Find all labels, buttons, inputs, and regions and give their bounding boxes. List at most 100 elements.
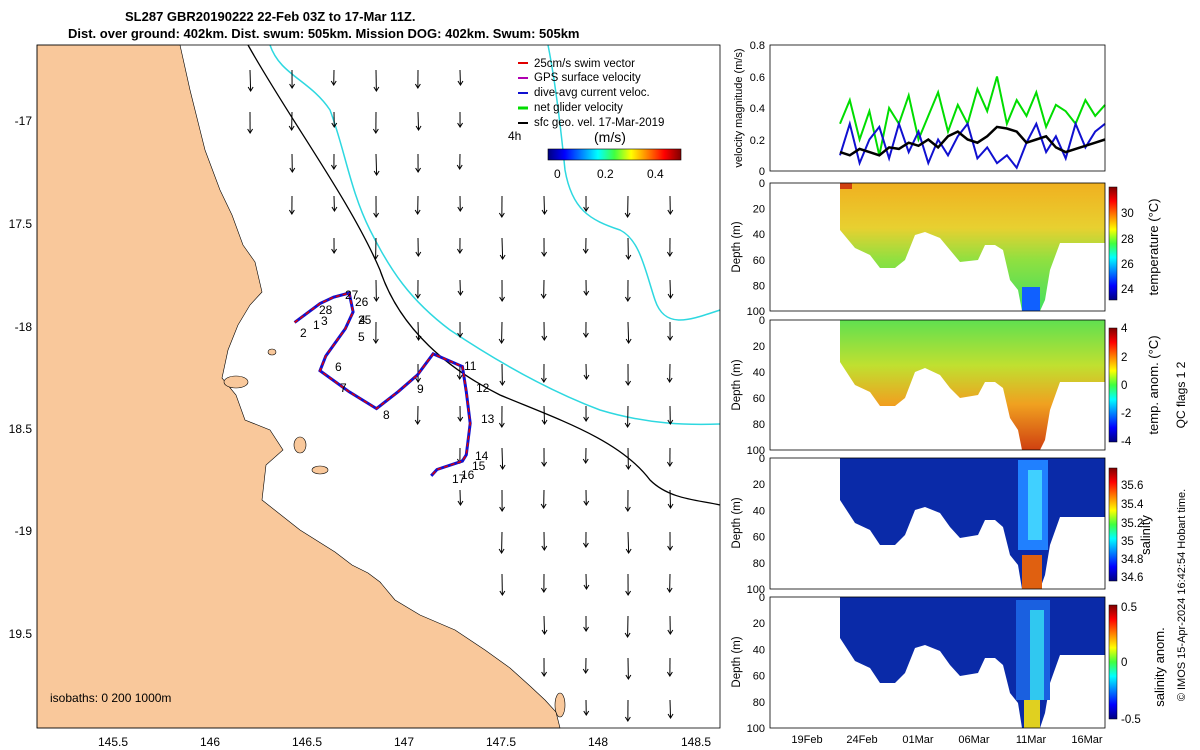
depth-tick: 100	[747, 445, 765, 457]
time-tick: 19Feb	[791, 734, 822, 746]
arrow-head	[457, 332, 464, 338]
depth-tick: 20	[753, 204, 765, 216]
depth-ticks: 0204060801000204060801000204060801000204…	[747, 178, 765, 735]
arrow-head	[541, 209, 548, 215]
glider-track-red	[294, 292, 471, 477]
cbar-tick: 35.2	[1121, 518, 1143, 530]
depth-tick: 40	[753, 505, 765, 517]
depth-tick: 100	[747, 306, 765, 318]
arrow-head	[541, 335, 548, 341]
arrow-head	[415, 125, 422, 131]
waypoint-label: 26	[355, 295, 369, 309]
velocity-arrow	[669, 279, 672, 299]
colorbar-tick: 0.2	[597, 167, 614, 181]
lon-tick: 146.5	[292, 735, 322, 749]
arrow-head	[625, 590, 632, 596]
arrow-head	[624, 212, 631, 218]
map-lon-ticks: 145.5 146 146.5 147 147.5 148 148.5	[98, 735, 711, 749]
colorbar-label: (m/s)	[594, 129, 626, 145]
arrow-head	[667, 209, 674, 215]
arrow-head	[541, 671, 548, 677]
arrow-head	[372, 254, 379, 260]
arrow-head	[582, 248, 589, 254]
legend-entry: sfc geo. vel. 17-Mar-2019	[534, 117, 664, 129]
depth-ylabel: Depth (m)	[731, 497, 743, 548]
depth-tick: 0	[759, 178, 765, 190]
salinity-anomaly-panel: 0.5 0 -0.5 salinity anom.	[769, 596, 1167, 729]
lat-tick: 19.5	[9, 627, 33, 641]
arrow-head	[582, 668, 589, 674]
arrow-head	[666, 377, 673, 383]
velocity-arrow	[417, 321, 420, 341]
salinity-label: salinity	[1138, 515, 1153, 555]
arrow-head	[540, 587, 547, 593]
arrow-head	[247, 86, 254, 92]
arrow-head	[457, 500, 464, 506]
arrow-head	[372, 128, 379, 134]
arrow-head	[583, 500, 590, 506]
waypoint-label: 13	[481, 412, 495, 426]
arrow-head	[541, 545, 548, 551]
salinity-anomaly-colorbar	[1108, 604, 1118, 720]
arrow-head	[541, 461, 548, 467]
arrow-head	[583, 290, 590, 296]
arrow-head	[667, 293, 674, 299]
legend-entry: net glider velocity	[534, 102, 623, 114]
waypoint-label: 8	[383, 408, 390, 422]
cbar-tick: 34.6	[1121, 572, 1143, 584]
time-tick: 24Feb	[846, 734, 877, 746]
arrow-head	[582, 542, 589, 548]
velocity-arrow	[669, 699, 672, 719]
waypoint-label: 9	[417, 382, 424, 396]
depth-tick: 100	[747, 584, 765, 596]
arrow-head	[582, 458, 589, 464]
arrow-head	[289, 167, 296, 173]
arrow-head	[373, 86, 380, 92]
scale-tag: 4h	[508, 129, 521, 143]
depth-tick: 0	[759, 453, 765, 465]
waypoint-label: 2	[300, 326, 307, 340]
colorbar	[547, 148, 682, 161]
velocity-arrows	[247, 69, 674, 722]
arrow-head	[498, 548, 505, 554]
vel-tick: 0.8	[750, 40, 765, 52]
vel-tick: 0	[759, 166, 765, 178]
cbar-tick: 34.8	[1121, 554, 1143, 566]
depth-tick: 80	[753, 697, 765, 709]
velocity-arrow	[249, 69, 252, 92]
velocity-arrow	[417, 111, 420, 131]
lat-tick: -18	[15, 320, 33, 334]
cbar-tick: 24	[1121, 284, 1134, 296]
depth-tick: 80	[753, 558, 765, 570]
series-line-sfc-geo-vel-	[839, 125, 1106, 157]
arrow-head	[456, 164, 463, 170]
waypoint-label: 27	[345, 288, 359, 302]
arrow-head	[667, 335, 674, 341]
arrow-head	[457, 416, 464, 422]
temperature-colorbar	[1108, 186, 1118, 301]
arrow-head	[624, 632, 631, 638]
waypoint-label: 14	[475, 449, 489, 463]
lon-tick: 146	[200, 735, 220, 749]
credit-note: © IMOS 15-Apr-2024 16:42:54 Hobart time.	[1176, 489, 1188, 701]
arrow-head	[667, 713, 674, 719]
lat-tick: 18.5	[9, 422, 33, 436]
arrow-head	[331, 122, 338, 128]
depth-tick: 60	[753, 671, 765, 683]
arrow-head	[625, 338, 632, 344]
arrow-head	[457, 206, 464, 212]
depth-ylabel: Depth (m)	[731, 359, 743, 410]
depth-ylabel: Depth (m)	[731, 221, 743, 272]
temp-anomaly-field	[840, 320, 1105, 450]
arrow-head	[247, 128, 254, 134]
arrow-head	[499, 254, 506, 260]
temp-anomaly-label: temp. anom. (°C)	[1146, 335, 1161, 434]
cbar-tick: 0	[1121, 657, 1127, 669]
arrow-head	[583, 710, 590, 716]
cbar-tick: 2	[1121, 352, 1127, 364]
lon-tick: 148	[588, 735, 608, 749]
cbar-tick: -2	[1121, 408, 1131, 420]
arrow-head	[457, 290, 464, 296]
isobath-1000m	[269, 44, 721, 426]
velocity-arrow	[501, 447, 504, 470]
